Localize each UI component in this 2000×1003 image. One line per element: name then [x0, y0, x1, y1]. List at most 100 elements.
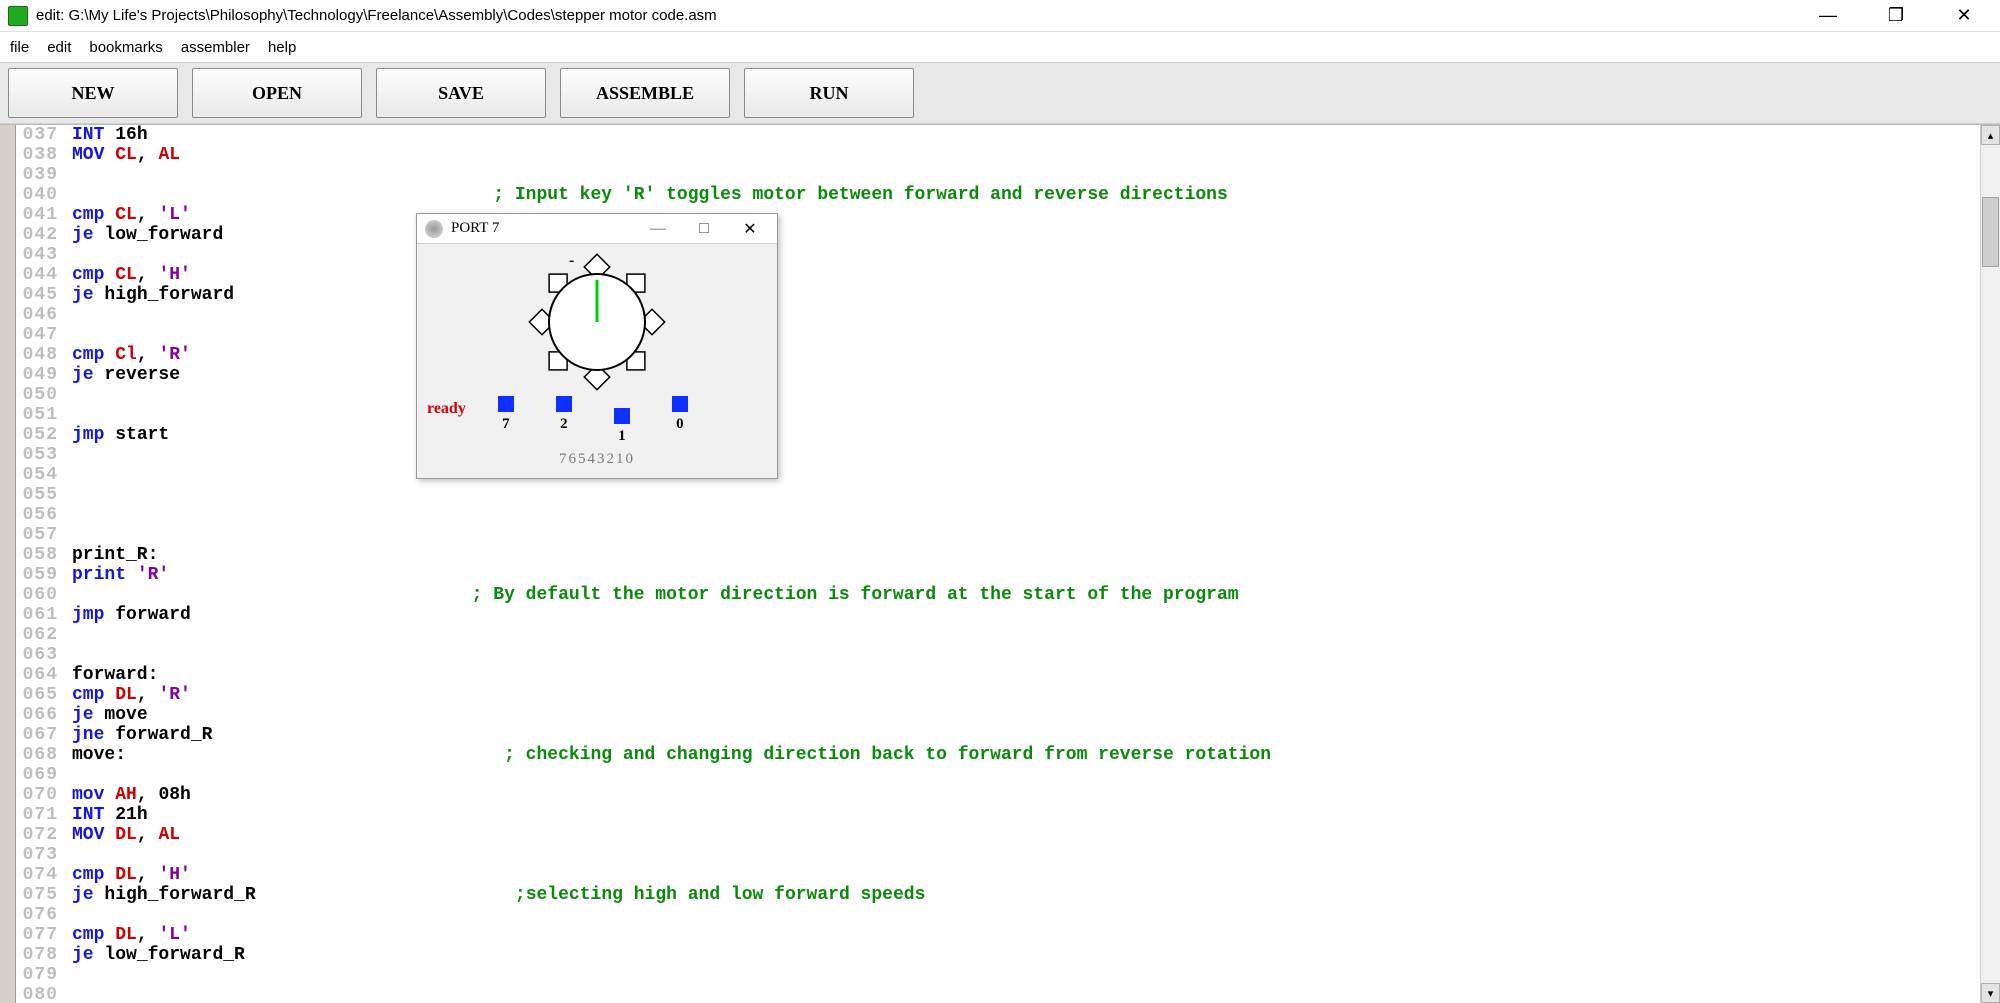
line-number: 054	[16, 465, 72, 485]
token-default	[104, 265, 115, 285]
code-line[interactable]: 070mov AH, 08h	[16, 785, 1980, 805]
line-number: 058	[16, 545, 72, 565]
code-line[interactable]: 049je reverse	[16, 365, 1980, 385]
code-line[interactable]: 040 ; Input key 'R' toggles motor betwee…	[16, 185, 1980, 205]
code-line[interactable]: 079	[16, 965, 1980, 985]
scroll-track[interactable]	[1981, 145, 2000, 983]
code-lines[interactable]: 037INT 16h038MOV CL, AL039040 ; Input ke…	[16, 125, 1980, 1003]
code-line[interactable]: 074cmp DL, 'H'	[16, 865, 1980, 885]
code-line[interactable]: 078je low_forward_R	[16, 945, 1980, 965]
run-button[interactable]: RUN	[744, 68, 914, 118]
code-line[interactable]: 063	[16, 645, 1980, 665]
token-reg: AH	[115, 785, 137, 805]
code-line[interactable]: 038MOV CL, AL	[16, 145, 1980, 165]
code-line[interactable]: 069	[16, 765, 1980, 785]
left-grip[interactable]	[0, 125, 16, 1003]
toolbar: NEW OPEN SAVE ASSEMBLE RUN	[0, 62, 2000, 124]
line-number: 051	[16, 405, 72, 425]
code-line[interactable]: 060 ; By default the motor direction is …	[16, 585, 1980, 605]
token-kw: MOV	[72, 145, 104, 165]
scroll-up-button[interactable]: ▴	[1981, 125, 2000, 145]
code-line[interactable]: 053	[16, 445, 1980, 465]
code-line[interactable]: 056	[16, 505, 1980, 525]
line-number: 067	[16, 725, 72, 745]
code-line[interactable]: 062	[16, 625, 1980, 645]
line-number: 045	[16, 285, 72, 305]
assemble-button[interactable]: ASSEMBLE	[560, 68, 730, 118]
menu-bookmarks[interactable]: bookmarks	[89, 39, 162, 56]
code-line[interactable]: 076	[16, 905, 1980, 925]
token-num: 08h	[158, 785, 190, 805]
window-title: edit: G:\My Life's Projects\Philosophy\T…	[36, 7, 1808, 24]
token-lbl: forward_R	[115, 725, 212, 745]
line-number: 047	[16, 325, 72, 345]
token-str: 'R'	[158, 345, 190, 365]
menu-help[interactable]: help	[268, 39, 296, 56]
code-line[interactable]: 068move: ; checking and changing directi…	[16, 745, 1980, 765]
token-lbl: forward:	[72, 665, 158, 685]
code-line[interactable]: 037INT 16h	[16, 125, 1980, 145]
minimize-button[interactable]: —	[1808, 5, 1848, 26]
token-kw: MOV	[72, 825, 104, 845]
code-line[interactable]: 065cmp DL, 'R'	[16, 685, 1980, 705]
token-str: 'L'	[158, 205, 190, 225]
code-line[interactable]: 072MOV DL, AL	[16, 825, 1980, 845]
scroll-down-button[interactable]: ▾	[1981, 983, 2000, 1003]
code-line[interactable]: 047	[16, 325, 1980, 345]
code-line[interactable]: 073	[16, 845, 1980, 865]
port7-titlebar[interactable]: PORT 7 — □ ✕	[417, 214, 777, 244]
code-line[interactable]: 058print_R:	[16, 545, 1980, 565]
code-line[interactable]: 044cmp CL, 'H'	[16, 265, 1980, 285]
code-line[interactable]: 077cmp DL, 'L'	[16, 925, 1980, 945]
code-line[interactable]: 080	[16, 985, 1980, 1003]
close-button[interactable]: ✕	[1944, 5, 1984, 26]
port7-minimize-button[interactable]: —	[639, 220, 677, 238]
token-default	[104, 825, 115, 845]
vertical-scrollbar[interactable]: ▴ ▾	[1980, 125, 2000, 1003]
motor-svg	[477, 252, 717, 392]
token-kw: INT	[72, 125, 104, 145]
menu-edit[interactable]: edit	[47, 39, 71, 56]
code-line[interactable]: 064forward:	[16, 665, 1980, 685]
port7-window[interactable]: PORT 7 — □ ✕ - ready	[416, 213, 778, 479]
code-line[interactable]: 052jmp start	[16, 425, 1980, 445]
maximize-button[interactable]: ❐	[1876, 5, 1916, 26]
led-label-7: 7	[486, 416, 526, 433]
token-default	[126, 565, 137, 585]
token-default	[104, 685, 115, 705]
code-line[interactable]: 046	[16, 305, 1980, 325]
code-line[interactable]: 042je low_forward	[16, 225, 1980, 245]
code-line[interactable]: 050	[16, 385, 1980, 405]
new-button[interactable]: NEW	[8, 68, 178, 118]
line-number: 064	[16, 665, 72, 685]
token-default	[104, 805, 115, 825]
code-line[interactable]: 043	[16, 245, 1980, 265]
save-button[interactable]: SAVE	[376, 68, 546, 118]
menu-assembler[interactable]: assembler	[181, 39, 250, 56]
code-line[interactable]: 051	[16, 405, 1980, 425]
code-line[interactable]: 075je high_forward_R ;selecting high and…	[16, 885, 1980, 905]
port7-close-button[interactable]: ✕	[731, 219, 769, 239]
code-line[interactable]: 067jne forward_R	[16, 725, 1980, 745]
code-line[interactable]: 061jmp forward	[16, 605, 1980, 625]
line-number: 072	[16, 825, 72, 845]
code-line[interactable]: 066je move	[16, 705, 1980, 725]
scroll-thumb[interactable]	[1982, 197, 1999, 267]
token-kw: jmp	[72, 605, 104, 625]
token-default: ,	[137, 685, 159, 705]
code-line[interactable]: 055	[16, 485, 1980, 505]
code-line[interactable]: 057	[16, 525, 1980, 545]
code-line[interactable]: 054	[16, 465, 1980, 485]
code-line[interactable]: 041cmp CL, 'L'	[16, 205, 1980, 225]
port7-maximize-button[interactable]: □	[685, 220, 723, 238]
code-line[interactable]: 071INT 21h	[16, 805, 1980, 825]
code-line[interactable]: 039	[16, 165, 1980, 185]
code-line[interactable]: 048cmp Cl, 'R'	[16, 345, 1980, 365]
code-line[interactable]: 059print 'R'	[16, 565, 1980, 585]
code-area[interactable]: 037INT 16h038MOV CL, AL039040 ; Input ke…	[16, 125, 1980, 1003]
line-number: 052	[16, 425, 72, 445]
menu-file[interactable]: file	[10, 39, 29, 56]
token-kw: cmp	[72, 925, 104, 945]
code-line[interactable]: 045je high_forward	[16, 285, 1980, 305]
open-button[interactable]: OPEN	[192, 68, 362, 118]
